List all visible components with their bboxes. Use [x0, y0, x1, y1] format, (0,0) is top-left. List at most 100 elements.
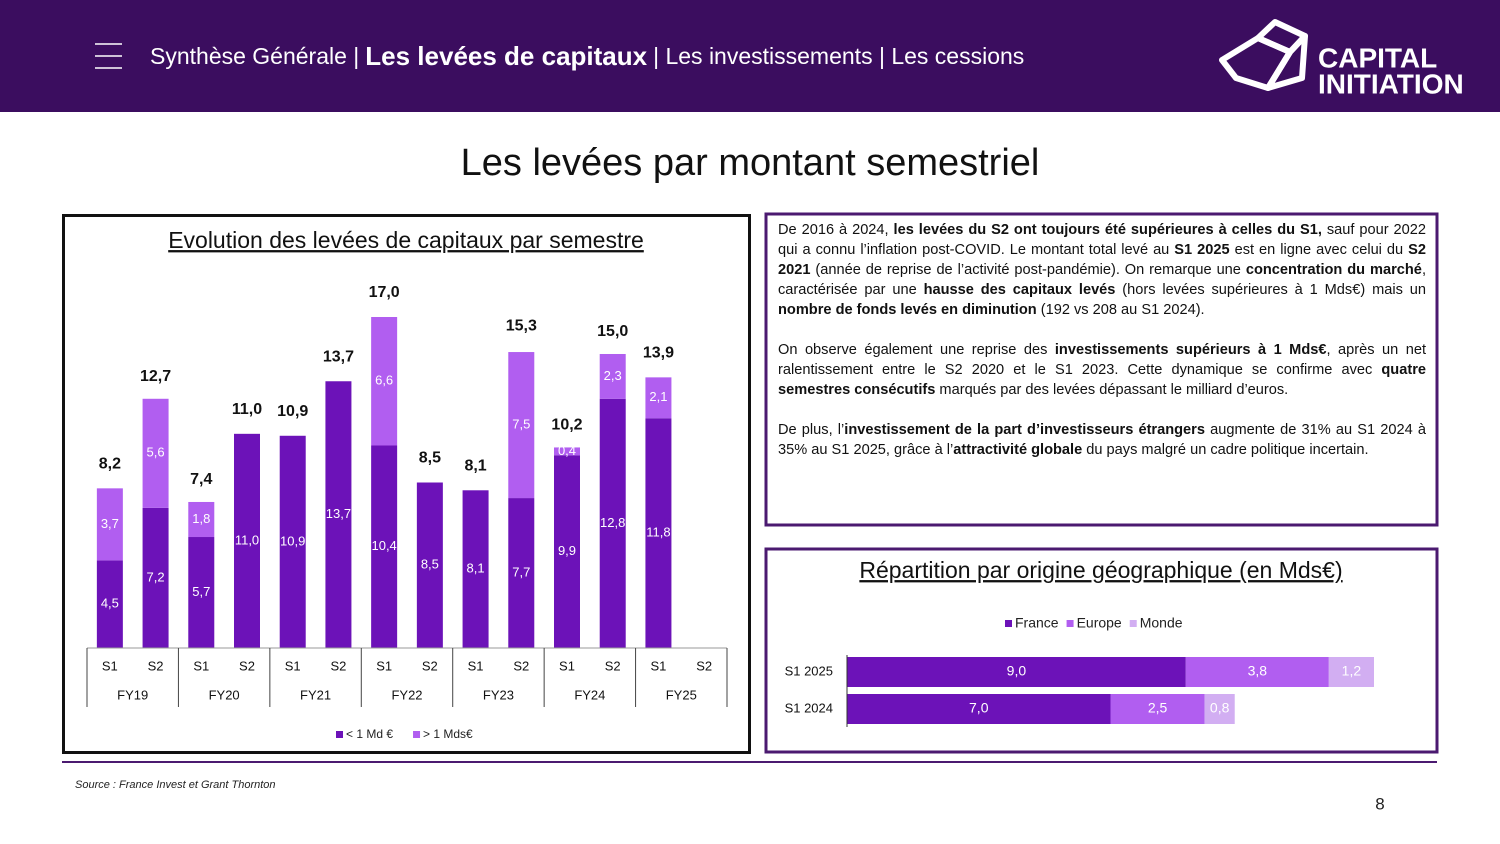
bar-segment: [188, 537, 215, 648]
text: (hors levées supérieures à 1 Mds€) mais …: [1115, 282, 1426, 298]
paragraph: De 2016 à 2024, les levées du S2 ont tou…: [778, 220, 1426, 320]
bar-segment: [847, 694, 1111, 724]
bold-text: les levées du S2 ont toujours été supéri…: [893, 222, 1322, 238]
legend-swatch: [413, 731, 421, 738]
value-label: 7,0: [969, 700, 989, 716]
logo-text: CAPITAL: [1318, 42, 1437, 73]
chart-title: Evolution des levées de capitaux par sem…: [168, 227, 644, 253]
nav-item[interactable]: Synthèse Générale |: [150, 43, 359, 69]
text: , après un net ralentissement entre le S…: [778, 342, 1426, 378]
legend-swatch: [1066, 620, 1074, 627]
value-label: 11,0: [235, 532, 259, 547]
value-label: 5,6: [147, 445, 165, 460]
x-tick-label: S1: [376, 658, 392, 673]
group-label: FY25: [666, 687, 697, 702]
total-label: 13,7: [323, 348, 354, 365]
value-label: 7,7: [512, 564, 530, 579]
value-label: 5,7: [192, 584, 210, 599]
total-label: 8,2: [99, 456, 121, 473]
bar-segment: [371, 317, 398, 446]
paragraph: On observe également une reprise des inv…: [778, 340, 1426, 400]
value-label: 8,1: [467, 561, 485, 576]
bar-segment: [1204, 694, 1235, 724]
x-tick-label: S2: [605, 658, 621, 673]
legend-swatch: [1005, 620, 1012, 627]
bar-segment: [1110, 694, 1205, 724]
chart-frame: [764, 547, 1439, 754]
bar-segment: [1328, 657, 1374, 687]
legend-label: France: [1015, 615, 1059, 631]
x-tick-label: S1: [559, 658, 575, 673]
total-label: 10,2: [551, 417, 582, 434]
bar-segment: [645, 418, 672, 648]
bar-segment: [96, 560, 123, 648]
bar-segment: [416, 482, 443, 648]
value-label: 10,4: [371, 538, 396, 553]
bold-text: quatre semestres consécutifs: [778, 362, 1426, 398]
value-label: 10,9: [280, 533, 305, 548]
logo-text: INITIATION: [1318, 68, 1464, 99]
value-label: 2,3: [604, 368, 622, 383]
text: (192 vs 208 au S1 2024).: [1036, 302, 1205, 318]
group-label: FY23: [483, 687, 514, 702]
bar-segment: [279, 435, 306, 648]
bar-segment: [188, 501, 215, 538]
menu-icon[interactable]: [95, 43, 122, 69]
legend-swatch: [1129, 620, 1137, 627]
value-label: 12,8: [600, 515, 625, 530]
bar-segment: [234, 433, 260, 648]
paragraph: De plus, l’investissement de la part d’i…: [778, 420, 1426, 460]
bar-segment: [847, 657, 1186, 687]
total-label: 12,7: [140, 368, 171, 385]
nav-item[interactable]: | Les investissements | Les cessions: [653, 43, 1024, 69]
text: marqués par des levées dépassant le mill…: [935, 382, 1289, 398]
bold-text: investissement de la part d’investisseur…: [844, 422, 1205, 438]
nav: Synthèse Générale | Les levées de capitau…: [150, 41, 1024, 71]
value-label: 7,5: [512, 416, 530, 431]
group-label: FY22: [391, 687, 422, 702]
legend-swatch: [336, 731, 343, 738]
text: De 2016 à 2024,: [778, 222, 894, 238]
value-label: 3,8: [1248, 663, 1268, 679]
page-number: 8: [1375, 794, 1384, 813]
x-tick-label: S1: [102, 658, 118, 673]
total-label: 15,0: [597, 323, 628, 340]
text: , caractérisée par une: [778, 262, 1426, 298]
bar-segment: [142, 507, 169, 648]
source: Source : France Invest et Grant Thornton: [75, 779, 276, 791]
bar-segment: [645, 377, 672, 419]
bar-segment: [371, 445, 398, 648]
legend-label: < 1 Md €: [346, 727, 393, 741]
bold-text: hausse des capitaux levés: [923, 282, 1116, 298]
x-tick-label: S2: [513, 658, 529, 673]
text: du pays malgré un cadre politique incert…: [1082, 442, 1369, 458]
legend-label: Europe: [1077, 615, 1122, 631]
text: (année de reprise de l’activité post-pan…: [810, 262, 1246, 278]
value-label: 1,8: [192, 511, 210, 526]
bold-text: S2 2021: [778, 242, 1426, 278]
bold-text: attractivité globale: [953, 442, 1083, 458]
x-tick-label: S1: [468, 658, 484, 673]
bold-text: S1 2025: [1174, 242, 1230, 258]
bar-segment: [325, 381, 352, 648]
bar-segment: [96, 488, 123, 561]
logo-icon: [1219, 19, 1308, 91]
x-tick-label: S2: [148, 658, 164, 673]
bold-text: concentration du marché: [1245, 262, 1422, 278]
value-label: 9,0: [1007, 663, 1027, 679]
bar-segment: [142, 398, 169, 508]
bar-segment: [1185, 657, 1329, 687]
nav-item-active[interactable]: Les levées de capitaux: [365, 41, 647, 71]
text: On observe également une reprise des: [778, 342, 1055, 358]
value-label: 7,2: [147, 569, 165, 584]
total-label: 13,9: [643, 345, 674, 362]
text: sauf pour 2022 qui a connu l’inflation p…: [778, 222, 1426, 258]
total-label: 7,4: [190, 471, 212, 488]
total-label: 8,1: [464, 458, 486, 475]
total-label: 10,9: [277, 403, 308, 420]
group-label: FY20: [209, 687, 240, 702]
text-frame: [764, 212, 1439, 527]
group-label: FY19: [117, 687, 148, 702]
x-tick-label: S2: [239, 658, 255, 673]
